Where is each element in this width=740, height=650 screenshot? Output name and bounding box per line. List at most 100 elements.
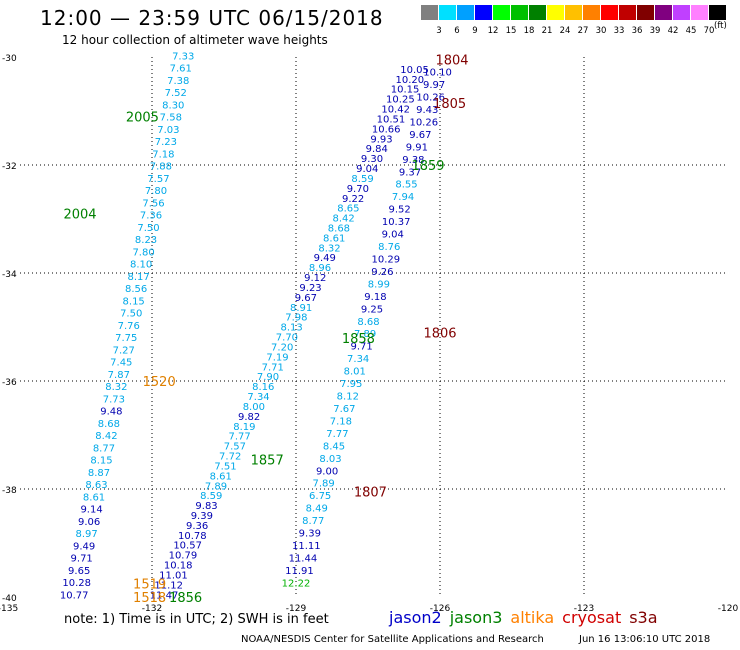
wave-height-value: 9.04 [356,164,378,175]
wave-height-value: 7.36 [140,211,162,222]
legend-label: 27 [577,26,589,36]
wave-height-value: 7.03 [157,125,179,136]
satellite-key-jason3: jason3 [449,608,503,627]
y-tick-label: -34 [2,270,17,280]
pass-time-label: 1519 [133,578,166,593]
pass-time-label: 1807 [354,486,387,501]
pass-time-label: 1859 [411,159,444,174]
wave-height-value: 8.03 [319,454,341,465]
legend-swatch [421,5,438,20]
legend-label: 18 [523,26,535,36]
wave-height-value: 9.12 [304,273,326,284]
legend-label: 15 [505,26,517,36]
legend-swatch [565,5,582,20]
wave-height-value: 8.91 [290,303,312,314]
wave-height-value: 9.14 [80,505,102,516]
wave-height-value: 10.28 [62,578,91,589]
wave-height-value: 8.17 [127,272,149,283]
y-tick-label: -38 [2,486,17,496]
wave-height-value: 11.12 [154,580,183,591]
wave-height-value: 7.89 [312,479,334,490]
wave-height-value: 7.71 [262,362,284,373]
wave-height-value: 10.37 [382,217,411,228]
legend-label: 12 [487,26,499,36]
wave-height-value: 10.51 [377,114,406,125]
wave-height-value: 8.68 [328,223,350,234]
wave-height-value: 7.76 [118,321,140,332]
wave-height-value: 9.00 [316,466,338,477]
wave-height-value: 9.84 [366,144,388,155]
wave-height-value: 9.06 [78,517,100,528]
wave-height-value: 8.76 [378,242,400,253]
x-tick-label: -132 [142,604,162,614]
pass-time-label: 1858 [342,332,375,347]
wave-height-value: 9.97 [423,80,445,91]
wave-height-value: 7.52 [165,88,187,99]
wave-height-value: 6.75 [309,491,331,502]
wave-height-value: 7.70 [276,333,298,344]
satellite-key-cryosat: cryosat [562,608,622,627]
wave-height-value: 11.91 [285,566,314,577]
pass-time-label: 1806 [423,326,456,341]
legend-label: 6 [454,26,460,36]
wave-height-value: 9.39 [299,529,321,540]
pass-time-label: 2005 [126,110,159,125]
wave-height-value: 10.18 [164,561,193,572]
x-tick-label: -135 [0,604,18,614]
legend-label: 3 [436,26,442,36]
footnote: note: 1) Time is in UTC; 2) SWH is in fe… [64,612,329,627]
wave-height-value: 7.38 [167,76,189,87]
legend-swatch [475,5,492,20]
wave-height-value: 9.36 [186,521,208,532]
wave-height-value: 7.75 [115,333,137,344]
legend-swatch [529,5,546,20]
wave-height-value: 7.80 [132,247,154,258]
legend-swatch [673,5,690,20]
legend-label: 30 [595,26,607,36]
wave-height-value: 10.10 [423,68,452,79]
wave-height-value: 9.23 [299,283,321,294]
wave-height-color-legend: 3 6 9 12 15 18 21 24 27 30 33 36 39 42 45 70 [421,5,728,36]
wave-height-value: 9.71 [350,342,372,353]
legend-swatch [439,5,456,20]
legend-label: 24 [559,26,571,36]
wave-height-value: 8.00 [243,402,265,413]
legend-label: 21 [541,26,553,36]
wave-height-value: 7.77 [229,432,251,443]
wave-height-value: 7.89 [205,481,227,492]
x-tick-label: -120 [718,604,739,614]
legend-swatch [691,5,708,20]
wave-height-value: 8.49 [306,504,328,515]
wave-height-value: 8.97 [75,529,97,540]
legend-swatch [583,5,600,20]
pass-time-label: 1518 [133,591,166,606]
wave-height-value: 7.50 [120,309,142,320]
wave-height-value: 8.61 [83,492,105,503]
wave-height-value: 8.61 [323,233,345,244]
wave-height-value: 8.55 [395,180,417,191]
wave-height-value: 9.65 [68,566,90,577]
wave-height-value: 11.47 [150,590,179,601]
track-1: 7.33 7.617.387.528.30 7.587.037.237.18 7.88… [60,51,194,601]
wave-height-value: 7.57 [147,174,169,185]
satellite-key-s3a: s3a [629,608,658,627]
wave-height-value: 8.42 [95,431,117,442]
wave-height-value: 7.51 [214,461,236,472]
legend-label: 9 [472,26,478,36]
legend-unit: (ft) [714,21,727,31]
wave-height-value: 10.26 [409,117,438,128]
y-tick-label: -32 [2,162,17,172]
legend-swatch [547,5,564,20]
wave-height-value: 8.59 [200,491,222,502]
wave-height-value: 8.61 [210,471,232,482]
wave-height-value: 7.57 [224,442,246,453]
wave-height-value: 9.82 [238,412,260,423]
pass-time-label: 1804 [435,54,468,69]
wave-height-value: 8.99 [368,279,390,290]
wave-height-value: 9.70 [347,184,369,195]
wave-height-value: 11.44 [289,554,318,565]
wave-height-value: 9.91 [406,142,428,153]
wave-height-value: 7.61 [170,64,192,75]
wave-height-value: 10.66 [372,124,401,135]
satellite-key: jason2 jason3 altika cryosat s3a [389,608,666,627]
